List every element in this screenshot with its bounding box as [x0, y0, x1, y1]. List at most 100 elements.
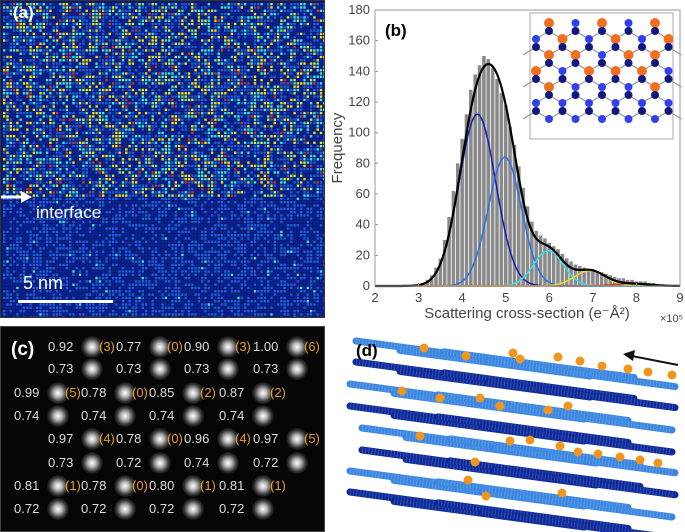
atom-pixel — [309, 6, 313, 9]
atom-pixel — [115, 62, 118, 65]
atom-pixel — [85, 55, 88, 59]
atom-pixel — [184, 158, 187, 161]
atom-pixel — [250, 55, 253, 59]
atom-pixel — [72, 158, 75, 161]
atom-pixel — [158, 131, 161, 135]
atom-pixel — [286, 55, 290, 59]
atom-pixel — [138, 12, 141, 16]
atom-pixel — [141, 36, 144, 39]
atom-pixel — [276, 62, 280, 65]
atom-pixel — [303, 72, 306, 75]
atom-pixel — [12, 118, 16, 121]
atom-pixel — [171, 148, 174, 151]
atom-pixel — [95, 3, 98, 6]
atom-pixel — [177, 88, 181, 92]
atom-pixel — [263, 144, 267, 148]
atom-pixel — [323, 105, 324, 108]
atom-pixel — [191, 82, 194, 85]
atom-pixel — [197, 92, 201, 95]
atom-pixel — [131, 141, 135, 144]
atom-pixel — [237, 98, 240, 102]
atom-pixel — [59, 49, 62, 52]
atom-pixel — [283, 158, 286, 161]
atom-pixel — [108, 131, 111, 135]
atom-pixel — [260, 65, 263, 69]
atom-pixel — [207, 16, 210, 19]
atom-pixel — [154, 22, 158, 26]
atom-pixel — [105, 72, 108, 75]
atom-pixel — [121, 52, 125, 55]
atom-pixel — [257, 12, 260, 16]
atom-pixel — [148, 148, 151, 151]
atom-pixel — [22, 19, 26, 22]
atom-pixel — [270, 22, 273, 26]
atom-pixel — [313, 55, 316, 59]
atom-pixel — [164, 12, 168, 16]
atom-pixel — [237, 144, 240, 148]
atom-pixel — [300, 19, 303, 22]
atom-pixel — [217, 125, 220, 128]
atom-pixel — [303, 111, 306, 115]
atom-pixel — [154, 45, 158, 49]
atom-pixel — [151, 158, 154, 161]
atom-pixel — [151, 102, 154, 105]
atom-pixel — [243, 45, 247, 49]
atom-pixel — [108, 69, 111, 72]
atom-pixel — [105, 85, 108, 88]
atom-pixel — [303, 32, 306, 36]
atom-pixel — [26, 138, 29, 141]
atom-pixel — [39, 151, 42, 154]
atom-pixel — [121, 115, 125, 118]
atom-pixel — [26, 88, 29, 92]
atom-pixel — [214, 75, 217, 78]
atom-pixel — [194, 164, 197, 168]
atom-pixel — [227, 22, 230, 26]
atom-pixel — [171, 164, 174, 168]
atom-pixel — [55, 135, 59, 138]
atom-pixel — [197, 62, 201, 65]
atom-pixel — [164, 16, 168, 19]
atom-pixel — [168, 144, 171, 148]
atom-pixel — [125, 121, 128, 125]
atom-pixel — [12, 88, 16, 92]
atom-pixel — [323, 151, 324, 154]
atom-pixel — [42, 12, 45, 16]
atom-pixel — [118, 62, 121, 65]
atom-pixel — [111, 82, 115, 85]
atom-pixel — [125, 26, 128, 29]
atom-pixel — [82, 29, 85, 32]
atom-pixel — [69, 52, 72, 55]
atom-pixel — [243, 102, 247, 105]
atom-pixel — [171, 12, 174, 16]
atom-pixel — [131, 128, 135, 131]
atom-pixel — [306, 88, 309, 92]
atom-pixel — [303, 42, 306, 45]
atom-pixel — [177, 39, 181, 42]
atom-pixel — [197, 26, 201, 29]
atom-pixel — [303, 102, 306, 105]
atom-pixel — [55, 75, 59, 78]
atom-pixel — [164, 154, 168, 158]
atom-pixel — [309, 92, 313, 95]
atom-pixel — [6, 168, 9, 171]
atom-pixel — [62, 108, 65, 111]
atom-pixel — [121, 98, 125, 102]
atom-pixel — [296, 158, 300, 161]
atom-pixel — [171, 45, 174, 49]
atom-pixel — [293, 108, 296, 111]
atom-pixel — [243, 92, 247, 95]
atom-pixel — [78, 148, 82, 151]
atom-pixel — [257, 131, 260, 135]
atom-pixel — [148, 32, 151, 36]
atom-pixel — [187, 148, 191, 151]
atom-pixel — [12, 131, 16, 135]
atom-pixel — [319, 26, 323, 29]
atom-pixel — [6, 111, 9, 115]
atom-pixel — [257, 151, 260, 154]
atom-pixel — [19, 12, 22, 16]
atom-pixel — [111, 29, 115, 32]
atom-pixel — [151, 111, 154, 115]
atom-pixel — [250, 141, 253, 144]
atom-pixel — [3, 45, 6, 49]
atom-pixel — [151, 144, 154, 148]
